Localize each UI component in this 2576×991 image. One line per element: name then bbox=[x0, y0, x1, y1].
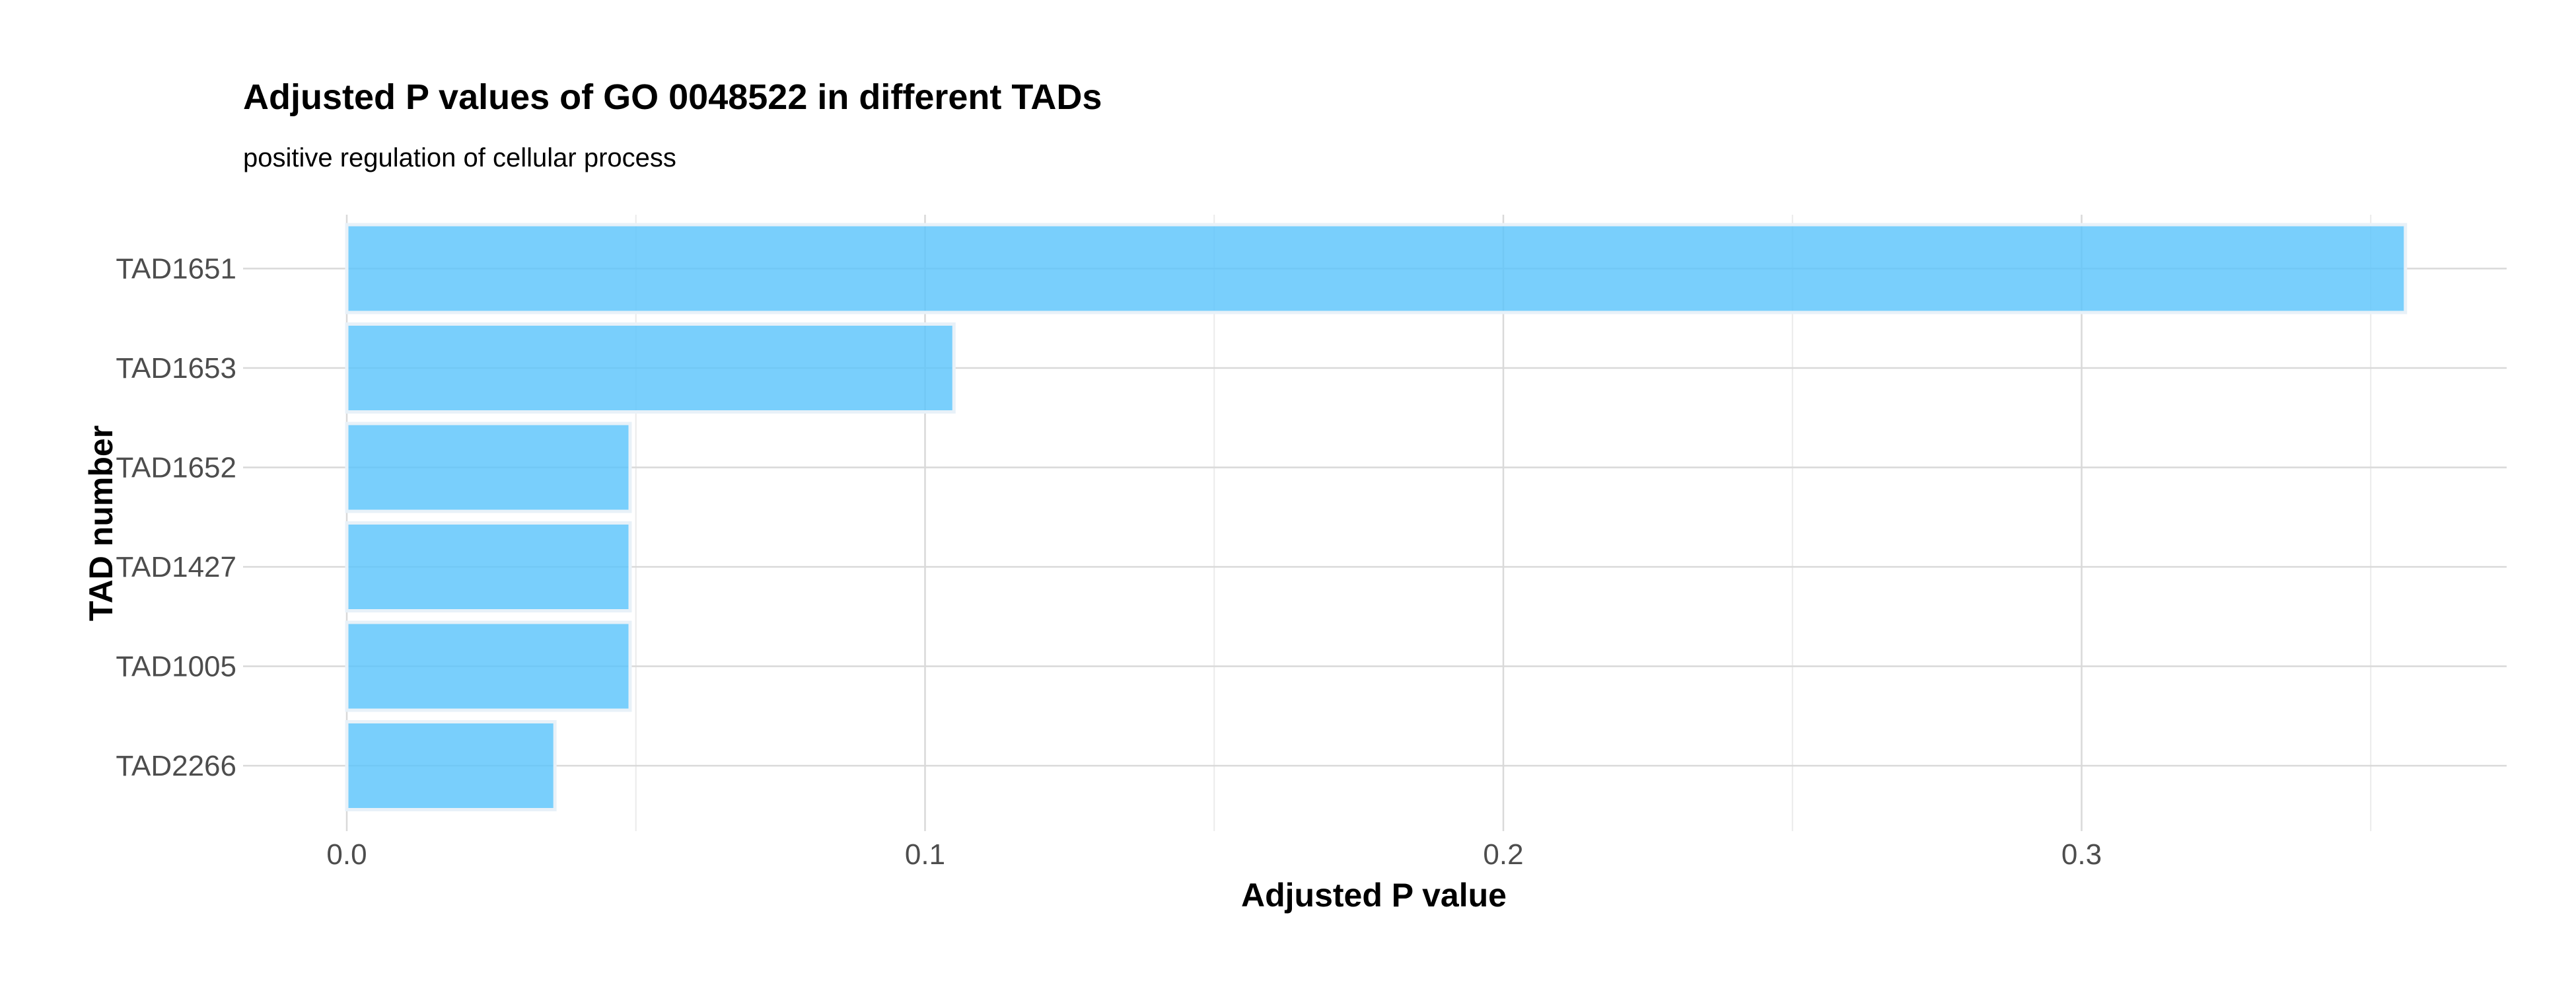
y-tick-label: TAD1427 bbox=[116, 551, 236, 583]
bar-tad1651 bbox=[345, 223, 2408, 314]
x-tick-label: 0.2 bbox=[1483, 838, 1523, 871]
y-tick-label: TAD2266 bbox=[116, 750, 236, 782]
x-tick-label: 0.3 bbox=[2061, 838, 2102, 871]
chart-title: Adjusted P values of GO 0048522 in diffe… bbox=[243, 77, 1102, 117]
bar-tad1427 bbox=[345, 521, 632, 612]
bars bbox=[345, 223, 2408, 811]
bar-tad1005 bbox=[345, 620, 632, 712]
x-axis-title: Adjusted P value bbox=[1241, 877, 1507, 914]
y-tick-label: TAD1653 bbox=[116, 352, 236, 385]
y-tick-label: TAD1652 bbox=[116, 452, 236, 484]
y-tick-label: TAD1651 bbox=[116, 253, 236, 285]
y-axis-title: TAD number bbox=[83, 425, 120, 621]
x-tick-label: 0.1 bbox=[905, 838, 945, 871]
bar-tad1653 bbox=[345, 322, 956, 414]
tick-labels: TAD1651 TAD1653 TAD1652 TAD1427 TAD1005 TAD22… bbox=[116, 253, 2102, 871]
y-tick-label: TAD1005 bbox=[116, 651, 236, 683]
x-tick-label: 0.0 bbox=[326, 838, 367, 871]
bar-tad1652 bbox=[345, 422, 632, 513]
chart-subtitle: positive regulation of cellular process bbox=[243, 143, 676, 172]
bar-tad2266 bbox=[345, 720, 557, 811]
